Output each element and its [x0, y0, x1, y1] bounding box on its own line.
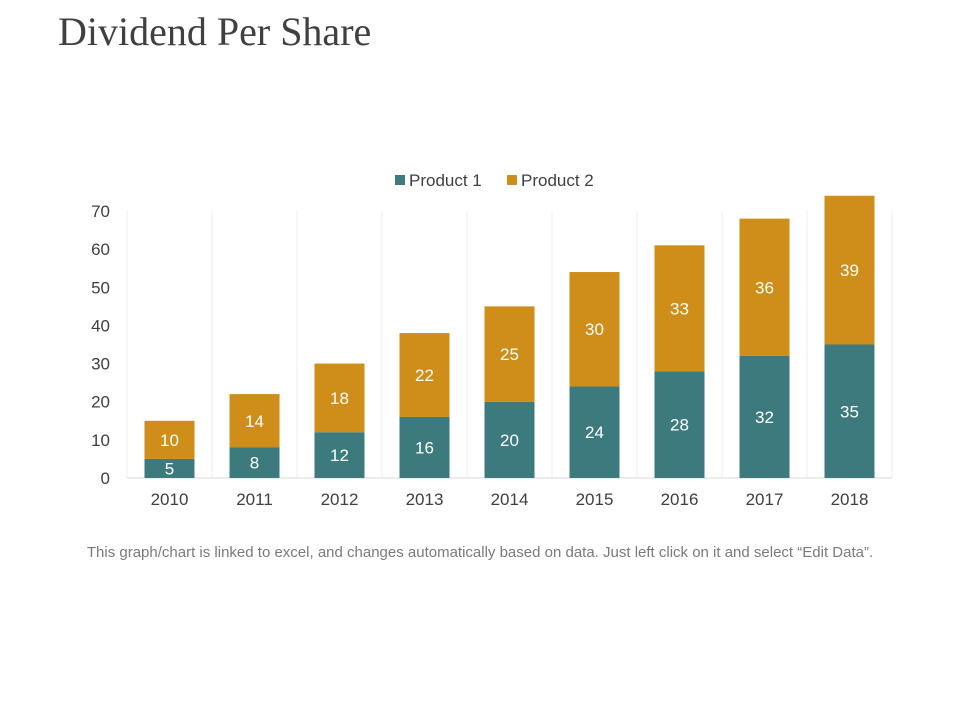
x-tick-label: 2018	[831, 490, 869, 509]
x-axis: 2010 2011 2012 2013 2014 2015 2016 2017 2018	[151, 490, 869, 509]
bar-product-2	[569, 272, 620, 387]
bar-product-1	[484, 401, 535, 478]
chart-legend: Product 1 Product 2	[395, 171, 594, 190]
data-label: 24	[585, 423, 604, 442]
data-label: 39	[840, 261, 859, 280]
y-tick-label: 40	[91, 316, 110, 335]
y-tick-label: 0	[101, 469, 110, 488]
bar-product-1	[144, 458, 195, 478]
data-label: 33	[670, 299, 689, 318]
legend-swatch	[507, 175, 517, 185]
chart-bars	[144, 195, 875, 478]
data-label: 14	[245, 412, 264, 431]
bar-product-2	[739, 218, 790, 356]
chart-footnote: This graph/chart is linked to excel, and…	[86, 544, 874, 561]
bar-product-2	[654, 245, 705, 372]
data-label: 12	[330, 446, 349, 465]
bar-product-1	[569, 386, 620, 478]
data-label: 35	[840, 402, 859, 421]
y-tick-label: 30	[91, 355, 110, 374]
legend-label: Product 2	[521, 171, 594, 190]
chart-data-labels: 5 10 8 14 12 18 16 22 20 25 24 30 28 33 32 36 35 39	[160, 261, 859, 478]
data-label: 8	[250, 454, 259, 473]
x-tick-label: 2013	[406, 490, 444, 509]
bar-product-1	[739, 355, 790, 478]
y-tick-label: 10	[91, 431, 110, 450]
bar-product-1	[229, 447, 280, 478]
x-tick-label: 2012	[321, 490, 359, 509]
data-label: 10	[160, 431, 179, 450]
data-label: 32	[755, 408, 774, 427]
data-label: 36	[755, 278, 774, 297]
data-label: 25	[500, 345, 519, 364]
bar-product-2	[824, 195, 875, 345]
data-label: 5	[165, 459, 174, 478]
x-tick-label: 2010	[151, 490, 189, 509]
data-label: 16	[415, 438, 434, 457]
x-tick-label: 2016	[661, 490, 699, 509]
y-tick-label: 50	[91, 278, 110, 297]
y-tick-label: 60	[91, 240, 110, 259]
x-tick-label: 2011	[236, 490, 273, 509]
bar-product-2	[229, 394, 280, 448]
bar-product-1	[654, 371, 705, 478]
legend-label: Product 1	[409, 171, 482, 190]
data-label: 22	[415, 366, 434, 385]
bar-product-1	[314, 432, 365, 478]
y-axis: 0 10 20 30 40 50 60 70	[91, 202, 110, 488]
bar-product-1	[399, 416, 450, 478]
bar-product-2	[399, 333, 450, 417]
data-label: 28	[670, 416, 689, 435]
legend-swatch	[395, 175, 405, 185]
bar-product-2	[484, 306, 535, 402]
data-label: 30	[585, 320, 604, 339]
page-title: Dividend Per Share	[58, 9, 372, 54]
x-tick-label: 2017	[746, 490, 784, 509]
x-tick-label: 2015	[576, 490, 614, 509]
y-tick-label: 20	[91, 393, 110, 412]
bar-product-1	[824, 344, 875, 478]
y-tick-label: 70	[91, 202, 110, 221]
x-tick-label: 2014	[491, 490, 529, 509]
data-label: 20	[500, 431, 519, 450]
bar-product-2	[314, 363, 365, 433]
bar-product-2	[144, 420, 195, 459]
data-label: 18	[330, 389, 349, 408]
